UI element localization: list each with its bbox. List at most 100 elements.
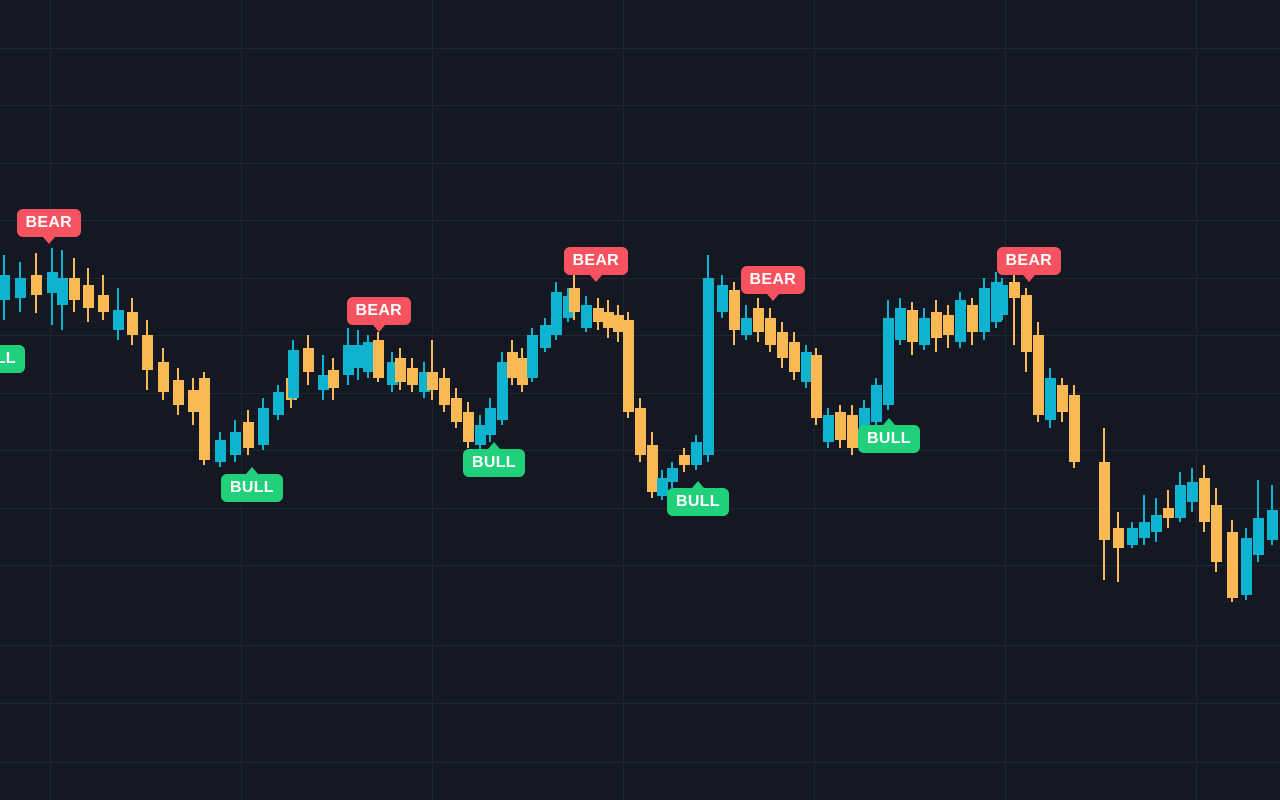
candle[interactable] — [362, 335, 374, 378]
candle[interactable] — [568, 272, 580, 320]
candle[interactable] — [990, 272, 1002, 328]
candle[interactable] — [930, 300, 942, 352]
candle[interactable] — [1044, 368, 1056, 428]
candle[interactable] — [97, 275, 109, 320]
candle[interactable] — [257, 398, 269, 450]
candle[interactable] — [462, 402, 474, 448]
candle[interactable] — [450, 388, 462, 428]
candle[interactable] — [1162, 490, 1174, 528]
candle[interactable] — [141, 320, 153, 390]
candle[interactable] — [822, 408, 834, 448]
candle[interactable] — [1198, 465, 1210, 532]
candle[interactable] — [634, 398, 646, 462]
candle[interactable] — [187, 378, 199, 425]
candle[interactable] — [438, 368, 450, 412]
candle[interactable] — [386, 352, 398, 392]
candle[interactable] — [966, 298, 978, 345]
candle[interactable] — [539, 318, 551, 352]
candle[interactable] — [646, 432, 658, 498]
candle[interactable] — [418, 362, 430, 398]
candle[interactable] — [834, 405, 846, 448]
candle[interactable] — [272, 385, 284, 420]
candle[interactable] — [1186, 468, 1198, 512]
candle[interactable] — [126, 298, 138, 345]
candle[interactable] — [14, 262, 26, 312]
candle[interactable] — [82, 268, 94, 322]
candle[interactable] — [870, 378, 882, 428]
candle[interactable] — [690, 435, 702, 470]
candle[interactable] — [716, 275, 728, 318]
candle[interactable] — [426, 340, 438, 400]
candle[interactable] — [1126, 522, 1138, 548]
candle[interactable] — [788, 332, 800, 380]
candle[interactable] — [894, 298, 906, 345]
candle[interactable] — [1056, 378, 1068, 422]
candle[interactable] — [506, 340, 518, 385]
candle[interactable] — [602, 300, 614, 338]
candle[interactable] — [996, 278, 1008, 320]
candle[interactable] — [810, 348, 822, 425]
candle[interactable] — [906, 302, 918, 355]
candle[interactable] — [1210, 488, 1222, 572]
candle[interactable] — [918, 308, 930, 350]
candle[interactable] — [776, 322, 788, 368]
candle[interactable] — [68, 258, 80, 312]
candle[interactable] — [302, 335, 314, 385]
candle[interactable] — [1240, 528, 1252, 600]
candle[interactable] — [342, 328, 354, 385]
candle[interactable] — [858, 400, 870, 452]
candle[interactable] — [229, 420, 241, 462]
candle[interactable] — [46, 248, 58, 325]
candle[interactable] — [728, 282, 740, 345]
candle[interactable] — [484, 398, 496, 442]
candle[interactable] — [30, 253, 42, 313]
candle[interactable] — [592, 298, 604, 330]
candle[interactable] — [1008, 272, 1020, 345]
candle[interactable] — [656, 470, 668, 500]
candle[interactable] — [394, 348, 406, 390]
candle[interactable] — [740, 305, 752, 340]
candle[interactable] — [1098, 428, 1110, 580]
candle[interactable] — [496, 352, 508, 425]
candle[interactable] — [1112, 512, 1124, 582]
candle[interactable] — [550, 282, 562, 340]
candle[interactable] — [580, 296, 592, 332]
candle[interactable] — [678, 448, 690, 472]
candle[interactable] — [214, 432, 226, 467]
candle[interactable] — [372, 332, 384, 382]
candle[interactable] — [516, 348, 528, 392]
candle[interactable] — [752, 298, 764, 342]
candle[interactable] — [474, 415, 486, 450]
candle[interactable] — [702, 255, 714, 462]
candle[interactable] — [56, 250, 68, 330]
candle[interactable] — [1174, 472, 1186, 522]
candle[interactable] — [526, 328, 538, 382]
candle[interactable] — [1138, 495, 1150, 545]
candle[interactable] — [846, 405, 858, 455]
candle[interactable] — [800, 345, 812, 388]
candle[interactable] — [112, 288, 124, 340]
candle[interactable] — [352, 330, 364, 380]
candle[interactable] — [562, 288, 574, 322]
candle[interactable] — [882, 300, 894, 410]
candle[interactable] — [666, 462, 678, 488]
candle[interactable] — [172, 368, 184, 415]
candle[interactable] — [242, 410, 254, 455]
candle[interactable] — [764, 308, 776, 352]
candle[interactable] — [1068, 385, 1080, 468]
candle[interactable] — [406, 358, 418, 392]
candle[interactable] — [978, 278, 990, 340]
candle[interactable] — [954, 292, 966, 348]
candle[interactable] — [327, 358, 339, 400]
candle[interactable] — [612, 305, 624, 342]
candle[interactable] — [287, 340, 299, 400]
candle[interactable] — [198, 372, 210, 465]
candle[interactable] — [622, 312, 634, 418]
candle[interactable] — [1032, 322, 1044, 422]
candle[interactable] — [1226, 520, 1238, 602]
candle[interactable] — [1252, 480, 1264, 562]
candle[interactable] — [942, 305, 954, 348]
candle[interactable] — [1020, 288, 1032, 372]
